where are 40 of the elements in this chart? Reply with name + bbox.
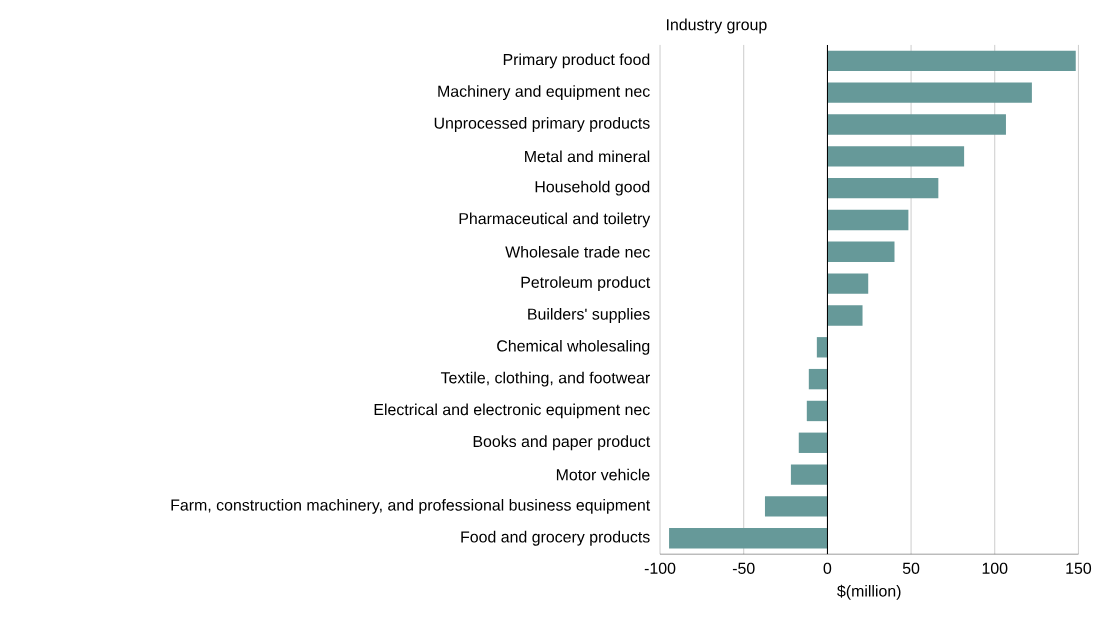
y-tick-label: Builders' supplies — [528, 308, 650, 323]
y-tick-label: Books and paper product — [473, 435, 651, 451]
bar — [808, 368, 828, 390]
bar — [827, 82, 1032, 103]
y-tick-label: Pharmaceutical and toiletry — [459, 212, 651, 228]
x-tick-label: 150 — [1066, 562, 1092, 574]
y-tick-label: Electrical and electronic equipment nec — [374, 403, 650, 419]
x-tick-label: -50 — [732, 562, 755, 574]
y-tick-label: Motor vehicle — [556, 468, 650, 481]
x-tick-label: 50 — [902, 562, 920, 574]
bar — [669, 528, 828, 549]
y-axis-title: Industry group — [667, 18, 767, 34]
bar — [827, 273, 869, 294]
bar — [827, 50, 1076, 71]
y-tick-label: Primary product food — [503, 53, 650, 69]
bar — [827, 177, 939, 199]
y-tick-label: Food and grocery products — [461, 530, 650, 546]
y-tick-label: Metal and mineral — [525, 150, 650, 163]
x-axis-title: $(million) — [837, 584, 901, 600]
bar — [827, 305, 863, 326]
y-tick-label: Farm, construction machinery, and professional business equipment — [171, 498, 651, 514]
x-tick-label: -100 — [644, 562, 676, 574]
x-tick-label: 0 — [823, 562, 832, 574]
y-tick-label: Petroleum product — [521, 276, 651, 292]
bar — [798, 432, 828, 453]
bar — [764, 496, 828, 517]
bar — [806, 400, 828, 422]
bar — [790, 464, 828, 485]
bar — [827, 209, 909, 231]
bar — [816, 337, 828, 358]
bar — [827, 114, 1006, 135]
y-tick-label: Wholesale trade nec — [505, 245, 650, 258]
y-tick-label: Chemical wholesaling — [497, 339, 650, 355]
x-tick-label: 100 — [982, 562, 1008, 574]
y-tick-label: Household good — [535, 180, 650, 196]
y-tick-label: Unprocessed primary products — [434, 117, 650, 132]
bar — [827, 241, 895, 262]
y-tick-label: Machinery and equipment nec — [438, 85, 650, 101]
bar — [827, 146, 965, 167]
y-tick-label: Textile, clothing, and footwear — [440, 371, 650, 387]
